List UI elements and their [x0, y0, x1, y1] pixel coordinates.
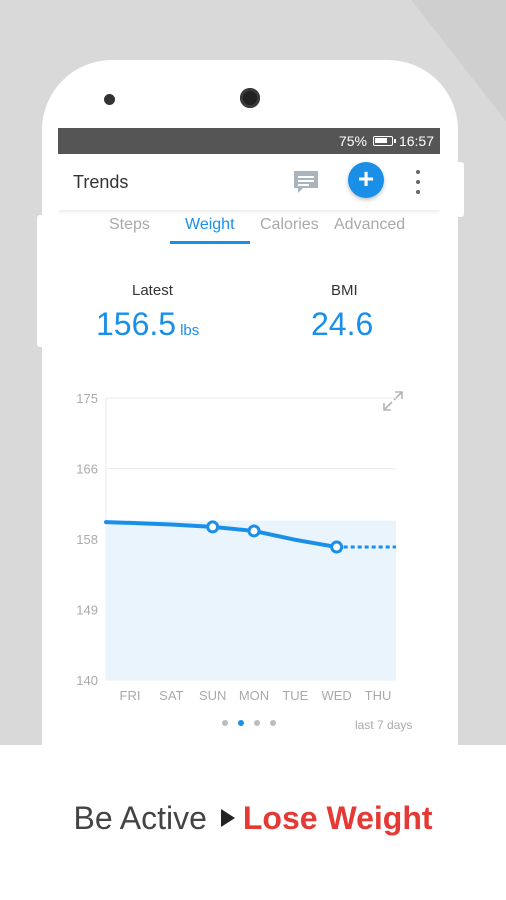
- weight-chart-svg: 175 166 158 149 140 FRI SAT SUN MON TUE WED THU: [76, 391, 396, 703]
- latest-weight-value: 156.5: [96, 306, 177, 342]
- y-tick-label: 149: [76, 603, 98, 618]
- tab-bar: Steps Weight Calories Advanced: [58, 216, 440, 246]
- tagline-part2: Lose Weight: [242, 800, 433, 836]
- y-tick-label: 166: [76, 462, 98, 477]
- phone-screen: 75% 16:57 Trends + Steps Weight Calories…: [58, 128, 440, 745]
- more-vert-icon[interactable]: [413, 170, 423, 194]
- status-bar: 75% 16:57: [58, 128, 440, 154]
- tab-calories[interactable]: Calories: [260, 216, 319, 233]
- tab-steps[interactable]: Steps: [109, 216, 150, 233]
- pager-dot[interactable]: [254, 720, 260, 726]
- x-tick-label: WED: [321, 688, 351, 703]
- latest-label: Latest: [132, 282, 173, 299]
- tab-indicator: [170, 241, 250, 244]
- pager-dot[interactable]: [270, 720, 276, 726]
- data-point: [247, 524, 261, 538]
- add-button[interactable]: +: [348, 162, 384, 198]
- phone-side-button-left: [37, 215, 45, 347]
- add-icon: +: [357, 163, 375, 194]
- x-tick-label: FRI: [120, 688, 141, 703]
- latest-weight: 156.5 lbs: [96, 306, 199, 343]
- app-bar: Trends +: [58, 154, 440, 210]
- pager-dots[interactable]: [222, 720, 276, 726]
- x-tick-label: SAT: [159, 688, 183, 703]
- tagline: Be Active Lose Weight: [0, 800, 506, 837]
- x-tick-label: THU: [365, 688, 392, 703]
- data-point: [206, 520, 220, 534]
- play-arrow-icon: [220, 808, 235, 827]
- bmi-label: BMI: [331, 282, 358, 299]
- data-point: [330, 540, 344, 554]
- tagline-panel: [0, 745, 506, 900]
- pager-dot[interactable]: [238, 720, 244, 726]
- tab-advanced[interactable]: Advanced: [334, 216, 406, 233]
- page-title: Trends: [73, 172, 129, 192]
- phone-side-button-right: [455, 162, 464, 217]
- range-label: last 7 days: [355, 718, 413, 732]
- weight-chart: 175 166 158 149 140 FRI SAT SUN MON TUE WED THU: [58, 378, 440, 718]
- battery-icon: [372, 136, 396, 146]
- x-tick-label: MON: [239, 688, 269, 703]
- battery-percent: 75%: [338, 133, 367, 149]
- phone-sensor: [104, 94, 115, 105]
- y-tick-label: 158: [76, 532, 98, 547]
- bmi-value: 24.6: [311, 306, 374, 342]
- tagline-part1: Be Active: [73, 800, 207, 836]
- expand-icon[interactable]: [382, 390, 404, 412]
- message-icon[interactable]: [292, 169, 320, 195]
- y-tick-label: 140: [76, 673, 98, 688]
- y-tick-label: 175: [76, 391, 98, 406]
- chart-fill-area: [106, 520, 396, 680]
- x-tick-label: TUE: [282, 688, 308, 703]
- pager-dot[interactable]: [222, 720, 228, 726]
- clock: 16:57: [398, 133, 434, 149]
- tab-weight[interactable]: Weight: [185, 216, 235, 233]
- x-tick-label: SUN: [199, 688, 226, 703]
- latest-weight-unit: lbs: [180, 322, 200, 339]
- phone-camera: [240, 88, 260, 108]
